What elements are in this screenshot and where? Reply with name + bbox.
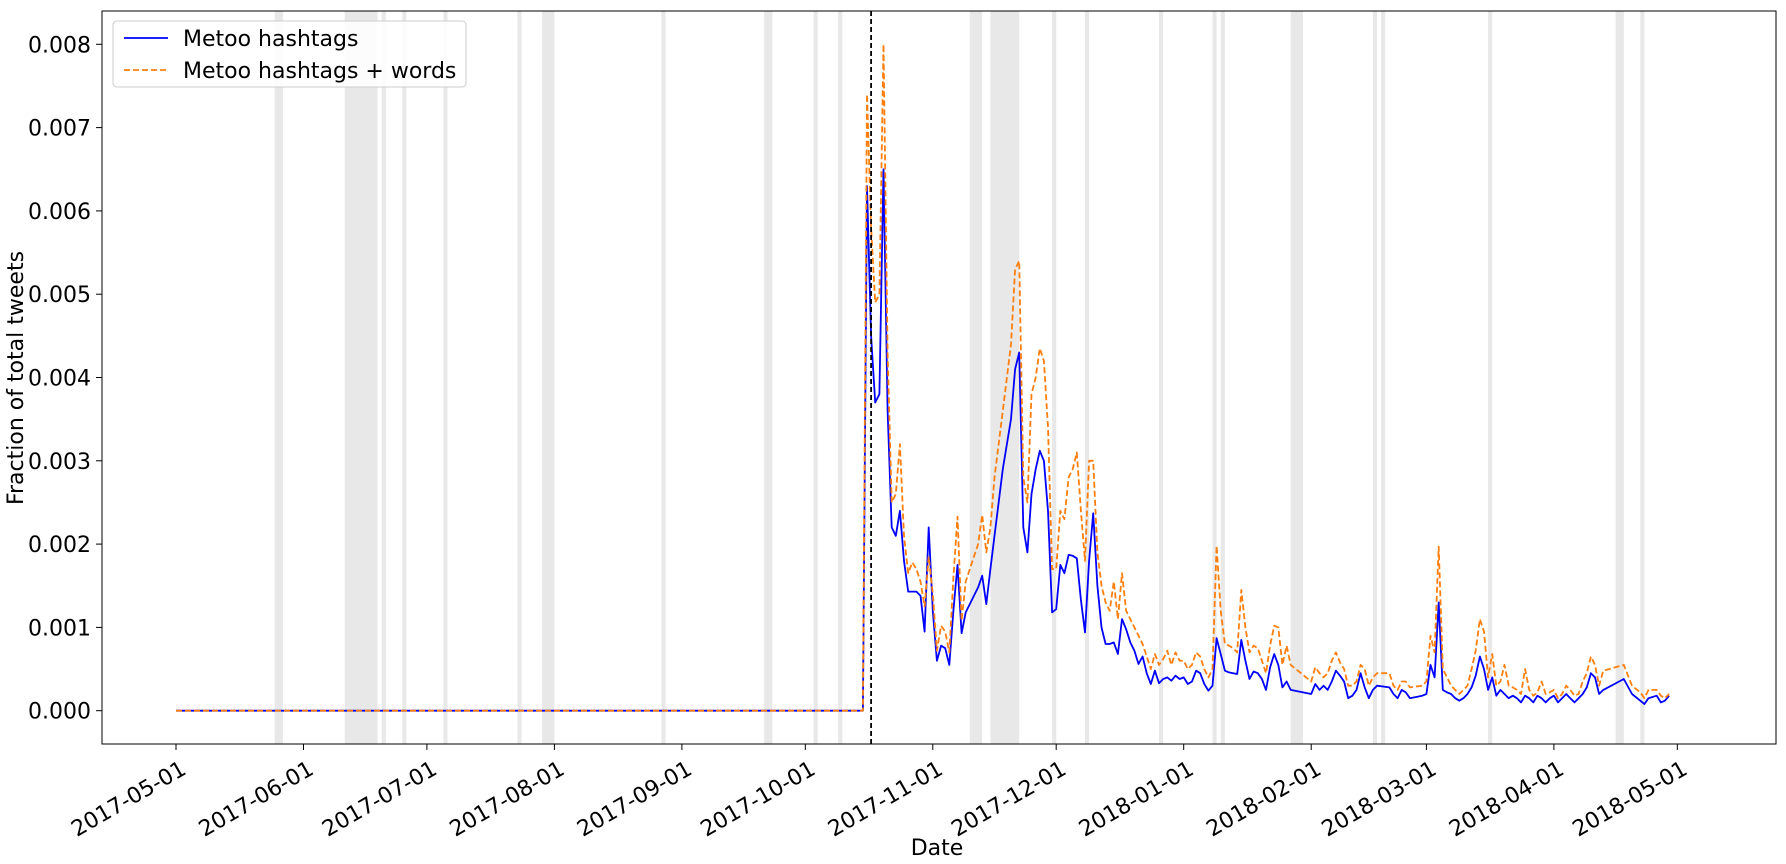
y-tick-label-8: 0.008	[28, 33, 91, 58]
shaded-period-7	[661, 11, 666, 744]
shaded-period-6	[542, 11, 555, 744]
series-line-1	[176, 43, 1670, 712]
legend-label-hashtags: Metoo hashtags	[183, 27, 358, 52]
shaded-period-8	[764, 11, 773, 744]
y-tick-label-6: 0.006	[28, 200, 91, 225]
shaded-period-9	[813, 11, 818, 744]
y-tick-label-2: 0.002	[28, 533, 91, 558]
shaded-period-16	[1212, 11, 1217, 744]
shaded-period-3	[402, 11, 407, 744]
shaded-period-19	[1372, 11, 1377, 744]
shaded-period-0	[274, 11, 283, 744]
y-tick-label-3: 0.003	[28, 450, 91, 475]
y-tick-label-7: 0.007	[28, 117, 91, 142]
y-tick-label-1: 0.001	[28, 616, 91, 641]
shaded-period-18	[1290, 11, 1303, 744]
shaded-period-17	[1220, 11, 1225, 744]
series-line-0	[176, 168, 1670, 712]
y-axis-label: Fraction of total tweets	[4, 251, 29, 505]
series-lines	[176, 43, 1670, 712]
legend-label-hashtags-words: Metoo hashtags + words	[183, 59, 456, 84]
legend: Metoo hashtags Metoo hashtags + words	[112, 20, 467, 88]
shaded-period-22	[1615, 11, 1624, 744]
shaded-period-10	[838, 11, 843, 744]
shaded-periods	[274, 11, 1645, 744]
y-tick-label-0: 0.000	[28, 700, 91, 725]
y-tick-label-4: 0.004	[28, 367, 91, 392]
shaded-period-13	[1052, 11, 1057, 744]
shaded-period-5	[517, 11, 522, 744]
shaded-period-1	[344, 11, 378, 744]
y-axis: 0.000 0.001 0.002 0.003 0.004 0.005 0.006 0.007…	[28, 33, 102, 725]
shaded-period-20	[1381, 11, 1386, 744]
x-axis-label: Date	[911, 836, 964, 861]
shaded-period-15	[1159, 11, 1164, 744]
shaded-period-21	[1488, 11, 1493, 744]
shaded-period-14	[1085, 11, 1090, 744]
shaded-period-23	[1640, 11, 1645, 744]
shaded-period-4	[443, 11, 448, 744]
legend-box	[112, 20, 467, 88]
shaded-period-2	[381, 11, 386, 744]
y-tick-label-5: 0.005	[28, 283, 91, 308]
shaded-period-11	[969, 11, 983, 744]
